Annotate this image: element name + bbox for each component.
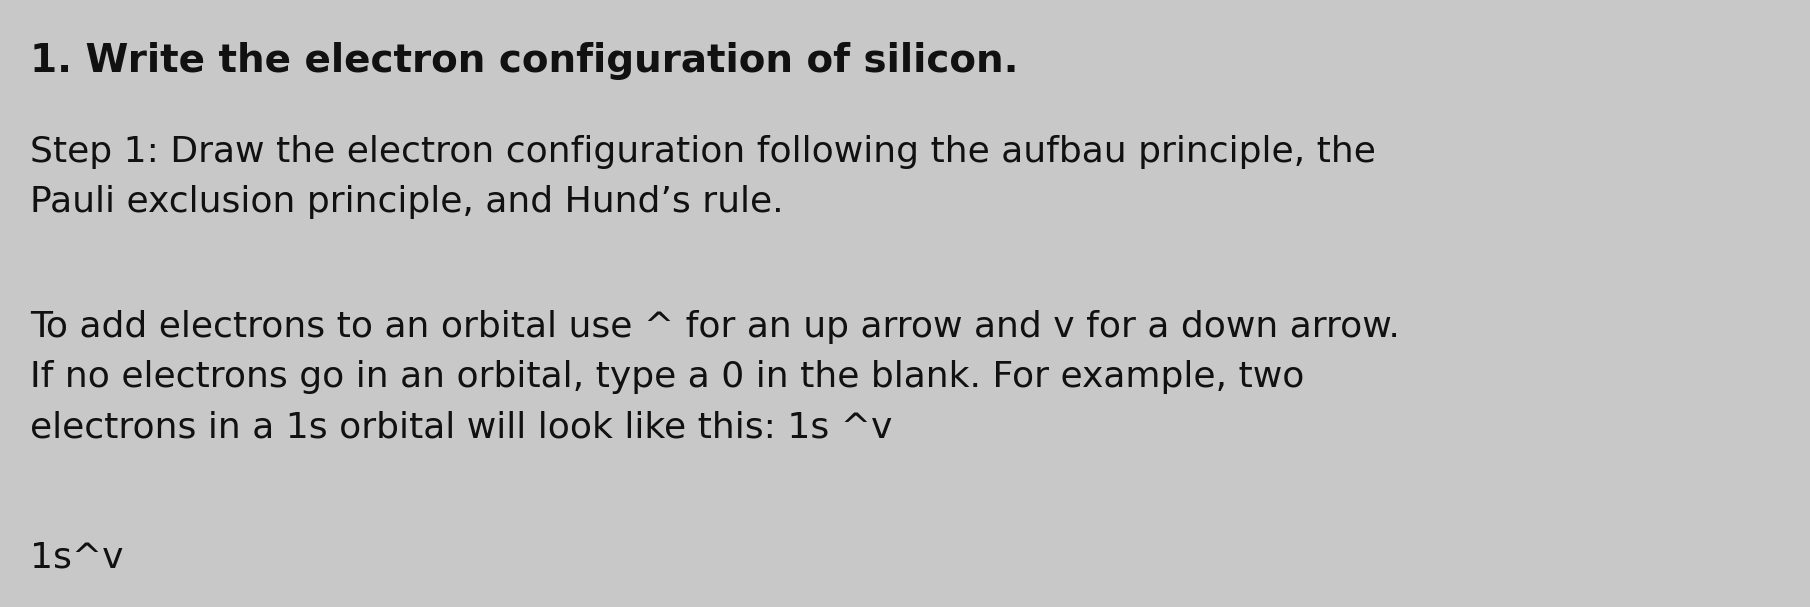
Text: Pauli exclusion principle, and Hund’s rule.: Pauli exclusion principle, and Hund’s ru… bbox=[31, 185, 784, 219]
Text: Step 1: Draw the electron configuration following the aufbau principle, the: Step 1: Draw the electron configuration … bbox=[31, 135, 1376, 169]
Text: 1. Write the electron configuration of silicon.: 1. Write the electron configuration of s… bbox=[31, 42, 1019, 80]
Text: 1s^v: 1s^v bbox=[31, 540, 123, 574]
Text: electrons in a 1s orbital will look like this: 1s ^v: electrons in a 1s orbital will look like… bbox=[31, 410, 892, 444]
Text: If no electrons go in an orbital, type a 0 in the blank. For example, two: If no electrons go in an orbital, type a… bbox=[31, 360, 1305, 394]
Text: To add electrons to an orbital use ^ for an up arrow and v for a down arrow.: To add electrons to an orbital use ^ for… bbox=[31, 310, 1399, 344]
